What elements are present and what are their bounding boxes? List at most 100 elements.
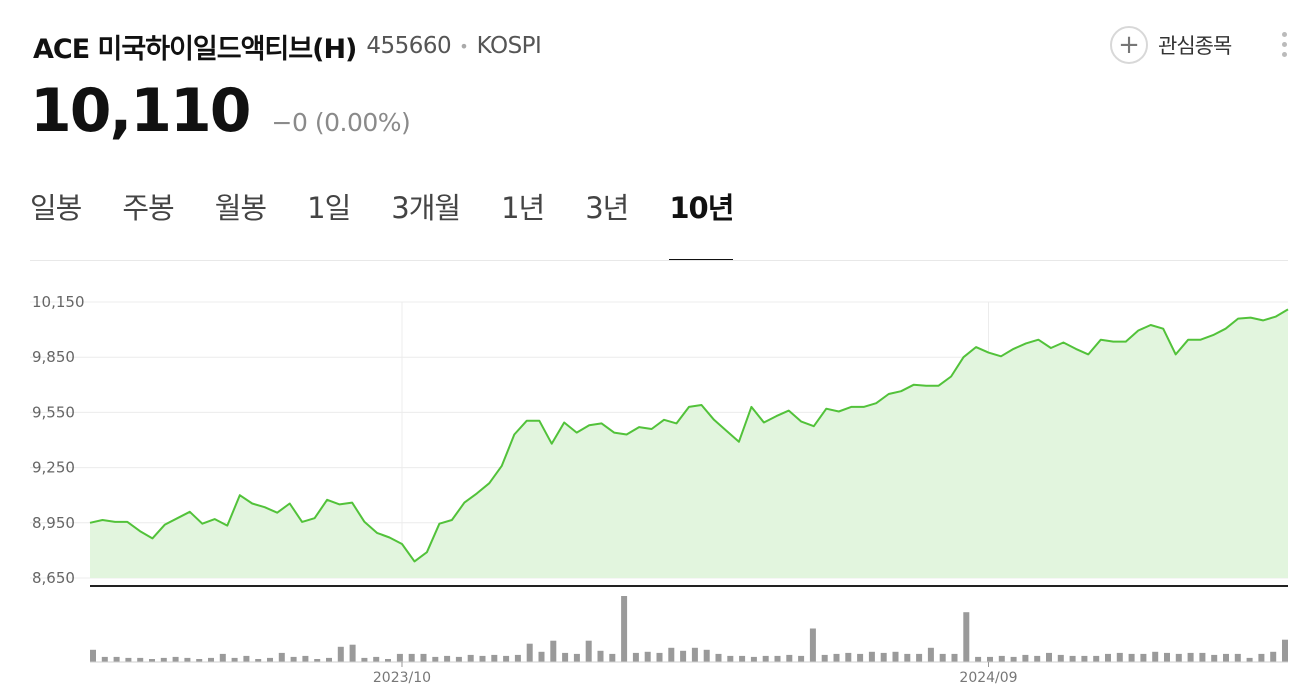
volume-bar [1164,652,1170,662]
volume-bar [774,655,781,662]
watchlist-label: 관심종목 [1158,34,1232,58]
volume-bar [1270,651,1277,662]
volume-bar [231,657,238,662]
volume-bar [526,643,533,662]
volume-bar [137,657,144,662]
volume-bar [609,653,616,662]
volume-bar [703,649,710,662]
volume-bar [1093,655,1100,662]
tab-monthly[interactable]: 월봉 [214,191,267,225]
volume-bar [219,653,226,662]
volume-bar [196,659,203,662]
volume-bar [208,657,214,662]
tab-10year[interactable]: 10년 [669,185,734,261]
tab-daily[interactable]: 일봉 [30,191,82,225]
volume-bar [420,653,427,662]
volume-bar [101,656,108,662]
volume-bar [833,653,840,662]
x-tick-label: 2023/10 [373,670,431,684]
volume-bar [668,647,675,662]
volume-bar [1282,639,1288,662]
volume-bar [904,653,911,662]
volume-bar [585,640,592,662]
volume-bar [550,640,557,662]
volume-bar [1187,652,1194,662]
price-line [89,308,1289,563]
volume-bar [573,653,580,662]
volume-bar [1175,653,1182,662]
volume-bar [172,656,179,662]
tab-3month[interactable]: 3개월 [391,191,461,225]
y-tick-label: 9,550 [32,403,75,421]
volume-bar [680,650,687,662]
separator-dot: • [459,36,469,56]
y-tick-label: 8,950 [32,514,75,532]
tab-weekly[interactable]: 주봉 [122,191,174,225]
volume-bar [715,653,722,662]
add-watchlist-button[interactable]: + 관심종목 [1110,26,1232,64]
y-tick-label: 10,150 [32,293,85,311]
volume-bar [621,596,628,662]
volume-bar [432,656,439,662]
volume-bar [927,647,934,662]
volume-bar [1105,653,1111,662]
x-tick-label: 2024/09 [959,670,1017,684]
quote-row: 10,110 −0 (0.00%) [30,76,411,146]
volume-bar [160,657,167,662]
volume-bar [1010,656,1017,662]
price-area [90,309,1288,578]
volume-bar [798,655,805,662]
volume-bar [349,644,356,662]
volume-bar [314,659,321,662]
volume-bar [396,653,403,662]
volume-bar [1128,653,1135,662]
title-row: ACE 미국하이일드액티브(H) 455660 • KOSPI [33,26,542,66]
volume-bar [939,653,946,662]
volume-bar [113,656,120,662]
volume-bar [880,652,887,662]
volume-bar [916,653,923,662]
period-tabs: 일봉 주봉 월봉 1일 3개월 1년 3년 10년 [30,185,774,261]
volume-bar [868,651,875,662]
volume-bar [987,656,993,662]
volume-bar [326,657,332,662]
tab-3year[interactable]: 3년 [585,191,629,225]
tab-divider [30,260,1288,261]
volume-bar [290,656,297,662]
volume-bar [1140,653,1147,662]
volume-bar [597,650,604,662]
exchange-label: KOSPI [476,33,542,59]
volume-bar [739,655,746,662]
volume-bar [255,659,262,662]
volume-bar [373,656,380,662]
volume-bar [1199,652,1206,662]
stock-code: 455660 [366,33,452,59]
volume-bar [1022,654,1029,662]
tab-1day[interactable]: 1일 [307,191,351,225]
volume-bar [337,646,344,662]
volume-bar [644,651,651,662]
price-chart[interactable]: 10,150 9,850 9,550 9,250 8,950 8,650 2023/10 20… [0,270,1316,684]
volume-bar [809,628,816,662]
volume-bar [444,655,451,662]
volume-bar [503,655,510,662]
volume-bar [1258,653,1265,662]
volume-bar [149,659,155,662]
stock-name: ACE 미국하이일드액티브(H) [33,33,357,65]
volume-bar [762,655,769,662]
volume-bar [951,653,958,662]
volume-bar [467,654,474,662]
volume-bar [491,654,498,662]
plus-icon[interactable]: + [1110,26,1148,64]
volume-bar [1116,652,1123,662]
volume-bar [455,656,462,662]
volume-bar [1234,653,1241,662]
more-options-icon[interactable] [1276,32,1292,62]
volume-bar [1034,655,1041,662]
volume-bar [857,653,864,662]
volume-bar [656,652,663,662]
volume-bar [1057,654,1064,662]
volume-bar [243,655,250,662]
tab-1year[interactable]: 1년 [501,191,545,225]
volume-bar [90,649,96,662]
